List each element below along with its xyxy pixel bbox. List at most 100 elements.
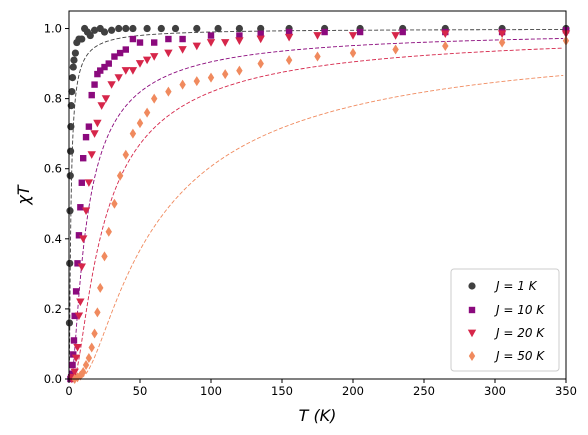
data-point bbox=[107, 81, 116, 89]
data-point bbox=[151, 39, 158, 46]
data-point bbox=[90, 26, 99, 34]
data-point bbox=[129, 35, 137, 43]
data-point bbox=[222, 69, 229, 80]
data-point bbox=[221, 39, 230, 47]
data-point bbox=[70, 337, 78, 344]
data-point bbox=[77, 263, 86, 272]
data-point bbox=[165, 35, 172, 43]
y-tick-label: 0.0 bbox=[44, 372, 62, 386]
data-point bbox=[179, 79, 186, 90]
data-point bbox=[111, 198, 118, 209]
data-point bbox=[91, 81, 98, 88]
data-point bbox=[128, 67, 138, 75]
data-point bbox=[66, 207, 74, 215]
data-point bbox=[257, 58, 264, 69]
data-point bbox=[135, 60, 145, 68]
data-point bbox=[94, 70, 101, 78]
data-point bbox=[69, 63, 77, 71]
data-point bbox=[71, 354, 81, 363]
data-point bbox=[86, 31, 94, 40]
data-point bbox=[348, 32, 358, 40]
data-point bbox=[66, 259, 74, 267]
data-point bbox=[72, 288, 80, 295]
data-point bbox=[75, 232, 83, 239]
fit-line bbox=[69, 47, 564, 380]
y-axis-label: χT bbox=[14, 184, 33, 205]
data-point bbox=[105, 226, 112, 237]
data-point bbox=[115, 24, 123, 33]
data-point bbox=[150, 53, 159, 61]
fit-line bbox=[68, 29, 564, 367]
data-point bbox=[136, 118, 144, 129]
data-point bbox=[88, 342, 95, 353]
data-point bbox=[165, 86, 172, 97]
x-tick-label: 250 bbox=[413, 384, 435, 398]
data-point bbox=[74, 372, 81, 383]
data-point bbox=[116, 170, 124, 181]
legend-marker bbox=[467, 329, 477, 338]
x-tick-label: 350 bbox=[555, 384, 577, 398]
data-point bbox=[257, 24, 265, 33]
data-point bbox=[85, 352, 93, 363]
data-point bbox=[392, 44, 399, 55]
data-point bbox=[111, 53, 118, 60]
data-point bbox=[81, 207, 91, 215]
data-point bbox=[235, 37, 244, 45]
data-point bbox=[66, 147, 75, 155]
data-point bbox=[142, 56, 152, 65]
data-point bbox=[93, 119, 102, 128]
data-point bbox=[69, 361, 76, 369]
data-point bbox=[68, 73, 77, 82]
data-point bbox=[122, 46, 129, 53]
data-point bbox=[82, 359, 90, 370]
data-point bbox=[122, 24, 130, 33]
data-point bbox=[356, 28, 364, 36]
y-tick-label: 0.4 bbox=[44, 232, 62, 246]
data-point bbox=[70, 368, 79, 377]
data-point bbox=[101, 63, 108, 71]
data-point bbox=[442, 41, 449, 52]
data-point bbox=[74, 312, 84, 321]
data-point bbox=[67, 123, 75, 131]
y-tick-label: 1.0 bbox=[44, 22, 62, 36]
x-tick-label: 150 bbox=[271, 384, 293, 398]
x-tick-label: 100 bbox=[200, 384, 222, 398]
data-point bbox=[94, 307, 101, 318]
data-point bbox=[235, 24, 243, 33]
y-tick-label: 0.6 bbox=[44, 162, 62, 176]
data-point bbox=[179, 35, 186, 43]
data-point bbox=[90, 130, 99, 138]
data-point bbox=[80, 366, 87, 377]
legend-entry: J = 1 K bbox=[468, 279, 538, 293]
x-axis-ticks: 0 50 100 150 200 250 300 350 bbox=[65, 379, 577, 398]
legend-label: J = 20 K bbox=[494, 326, 545, 340]
data-point bbox=[68, 88, 76, 96]
y-tick-label: 0.8 bbox=[44, 92, 62, 106]
legend-marker bbox=[468, 351, 476, 361]
data-point bbox=[97, 67, 104, 74]
data-point bbox=[391, 32, 400, 40]
legend-entry: J = 10 K bbox=[468, 303, 545, 317]
data-points bbox=[65, 24, 571, 384]
data-point bbox=[207, 32, 215, 39]
data-point bbox=[285, 55, 293, 66]
data-point bbox=[178, 46, 187, 54]
data-point bbox=[105, 60, 112, 67]
data-point bbox=[206, 39, 216, 47]
x-tick-label: 50 bbox=[133, 384, 148, 398]
data-point bbox=[76, 298, 85, 307]
data-point bbox=[101, 251, 108, 262]
legend: J = 1 K J = 10 K J = 20 K J = 50 K bbox=[450, 268, 560, 372]
data-point bbox=[71, 49, 79, 57]
data-point bbox=[121, 67, 130, 75]
data-point bbox=[77, 204, 84, 211]
data-point bbox=[79, 235, 88, 244]
data-point bbox=[129, 24, 137, 33]
data-point bbox=[214, 24, 222, 33]
data-point bbox=[285, 28, 293, 36]
data-point bbox=[236, 65, 243, 76]
data-point bbox=[157, 24, 165, 33]
data-point bbox=[321, 28, 328, 36]
data-point bbox=[87, 151, 96, 159]
legend-marker bbox=[468, 282, 476, 290]
